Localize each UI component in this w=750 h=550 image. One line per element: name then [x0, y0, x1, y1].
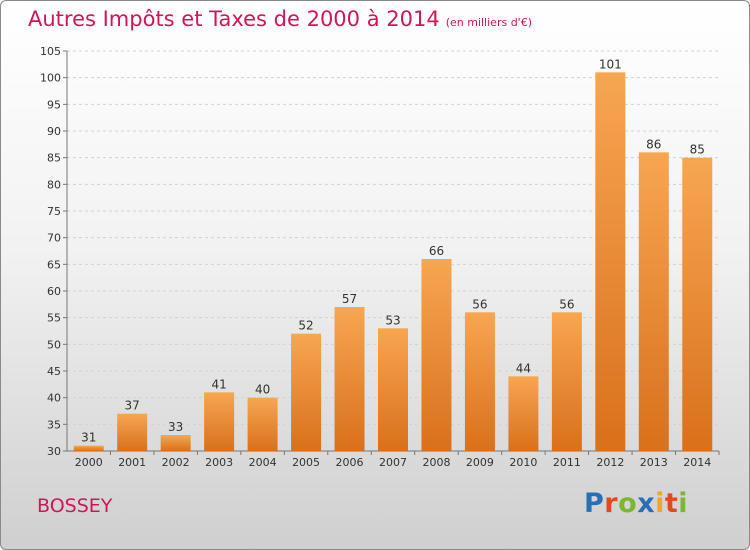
title-line: Autres Impôts et Taxes de 2000 à 2014 (en…: [28, 7, 532, 31]
bar-2009: [464, 312, 495, 451]
x-tick-label: 2009: [466, 456, 494, 469]
x-tick-label: 2014: [683, 456, 711, 469]
logo-letter: P: [584, 488, 605, 519]
y-tick-label: 105: [40, 45, 61, 58]
x-tick-label: 2012: [596, 456, 624, 469]
bar-2011: [551, 312, 582, 451]
logo-letter: o: [618, 488, 638, 519]
y-tick-label: 85: [47, 152, 61, 165]
y-tick-label: 40: [47, 392, 61, 405]
data-label-2013: 86: [646, 137, 661, 151]
x-tick-label: 2002: [162, 456, 190, 469]
data-label-2002: 33: [168, 420, 183, 434]
data-label-2003: 41: [211, 377, 226, 391]
x-tick-label: 2011: [553, 456, 581, 469]
x-tick-label: 2004: [249, 456, 277, 469]
x-tick-label: 2008: [422, 456, 450, 469]
y-tick-label: 65: [47, 258, 61, 271]
bar-2006: [334, 307, 365, 451]
bar-2007: [378, 328, 408, 451]
x-tick-label: 2001: [118, 456, 146, 469]
y-tick-label: 35: [47, 418, 61, 431]
chart-title: Autres Impôts et Taxes de 2000 à 2014: [28, 7, 440, 31]
logo-letter: t: [664, 488, 679, 519]
bar-2012: [595, 72, 626, 451]
y-tick-label: 60: [47, 285, 61, 298]
logo-letter: x: [637, 488, 656, 519]
y-tick-label: 100: [40, 72, 61, 85]
x-tick-label: 2007: [379, 456, 407, 469]
bar-2010: [508, 376, 539, 451]
bar-2000: [73, 445, 104, 451]
bar-2001: [117, 413, 148, 451]
bar-2003: [204, 392, 235, 451]
bar-2004: [247, 397, 278, 451]
y-tick-label: 70: [47, 232, 61, 245]
data-label-2004: 40: [255, 383, 270, 397]
x-tick-label: 2006: [336, 456, 364, 469]
data-label-2009: 56: [472, 297, 487, 311]
bar-2005: [291, 333, 322, 451]
y-tick-label: 80: [47, 178, 61, 191]
y-tick-label: 90: [47, 125, 61, 138]
bar-2002: [160, 435, 191, 451]
data-label-2000: 31: [81, 431, 96, 445]
data-label-2012: 101: [599, 57, 622, 71]
y-tick-label: 95: [47, 98, 61, 111]
place-name: BOSSEY: [37, 495, 113, 517]
bar-2008: [421, 259, 452, 451]
logo-letter: r: [604, 488, 619, 519]
data-label-2005: 52: [298, 319, 313, 333]
data-label-2007: 53: [385, 313, 400, 327]
x-tick-label: 2013: [640, 456, 668, 469]
x-tick-label: 2003: [205, 456, 233, 469]
y-tick-label: 55: [47, 312, 61, 325]
y-tick-label: 45: [47, 365, 61, 378]
data-label-2011: 56: [559, 297, 574, 311]
y-tick-label: 50: [47, 338, 61, 351]
bar-layer: [73, 72, 713, 452]
data-label-2008: 66: [429, 244, 444, 258]
data-label-2014: 85: [690, 143, 705, 157]
bar-2014: [682, 157, 713, 451]
y-tick-label: 30: [47, 445, 61, 458]
data-label-2006: 57: [342, 292, 357, 306]
y-tick-label: 75: [47, 205, 61, 218]
chart-subtitle: (en milliers d'€): [445, 16, 532, 29]
label-layer: 31 37 33 41 40 52 57 53 66 56 44 56 101 86 85: [81, 57, 705, 444]
x-tick-label: 2000: [75, 456, 103, 469]
logo-letter: i: [678, 488, 689, 519]
data-label-2010: 44: [516, 361, 531, 375]
x-tick-label: 2010: [509, 456, 537, 469]
x-tick-label: 2005: [292, 456, 320, 469]
bar-2013: [638, 152, 669, 452]
logo-letter: i: [655, 488, 665, 519]
data-label-2001: 37: [125, 399, 140, 413]
proxiti-logo: Proxiti: [584, 488, 688, 519]
